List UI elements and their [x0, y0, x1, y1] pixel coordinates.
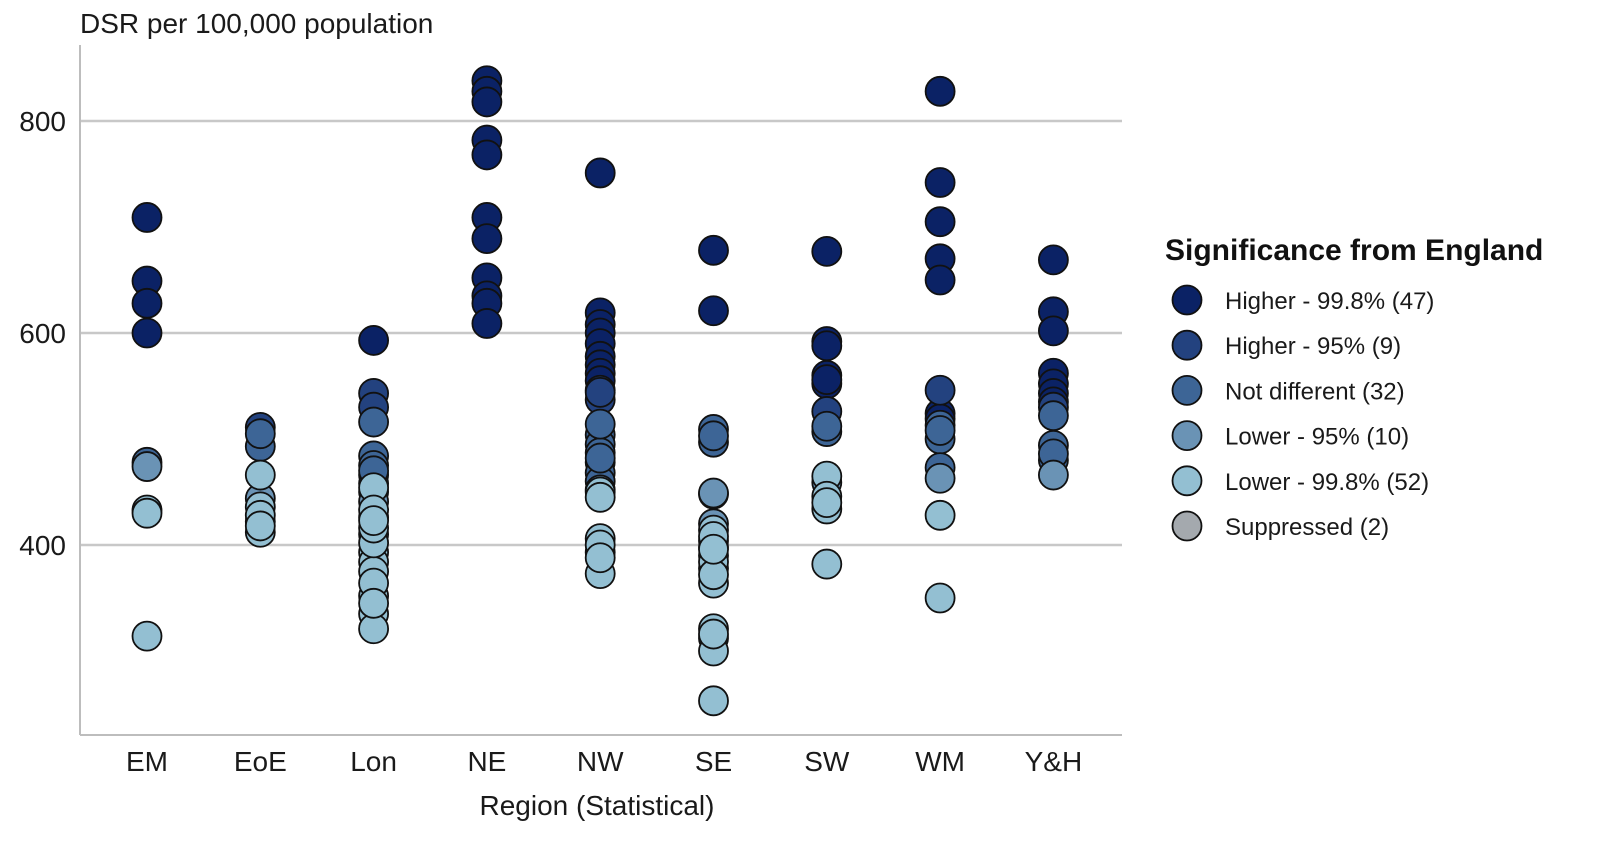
- x-tick-label: SW: [804, 746, 850, 777]
- legend-items: Higher - 99.8% (47) Higher - 95% (9) Not d…: [1171, 284, 1434, 542]
- data-point: [131, 620, 163, 652]
- x-axis-title: Region (Statistical): [480, 790, 715, 821]
- legend-label: Lower - 95% (10): [1225, 424, 1409, 451]
- data-point: [358, 587, 390, 619]
- legend-label: Higher - 99.8% (47): [1225, 288, 1434, 315]
- data-point: [131, 202, 163, 233]
- data-point: [471, 223, 503, 255]
- data-point: [358, 325, 390, 356]
- data-point: [131, 497, 163, 529]
- legend-key: [1171, 510, 1203, 542]
- x-tick-label: NE: [467, 746, 506, 777]
- data-points: [131, 65, 1069, 717]
- legend-label: Not different (32): [1225, 378, 1405, 405]
- data-point: [811, 364, 843, 396]
- data-point: [131, 317, 163, 349]
- data-point: [811, 487, 843, 519]
- data-point: [471, 308, 503, 339]
- x-tick-label: Lon: [350, 746, 397, 777]
- legend-label: Higher - 95% (9): [1225, 333, 1401, 360]
- data-point: [131, 451, 163, 482]
- data-point: [698, 533, 729, 565]
- legend-key: [1171, 284, 1203, 316]
- data-point: [698, 685, 729, 717]
- data-point: [924, 462, 956, 494]
- y-axis-title: DSR per 100,000 population: [80, 8, 433, 39]
- legend-key: [1171, 329, 1203, 361]
- x-tick-label: WM: [915, 746, 965, 777]
- data-point: [924, 415, 956, 446]
- data-point: [924, 582, 956, 614]
- data-point: [698, 477, 729, 509]
- data-point: [584, 157, 616, 189]
- x-tick-label: EoE: [234, 746, 287, 777]
- x-tick-label: SE: [695, 746, 732, 777]
- data-point: [698, 295, 729, 327]
- data-point: [1038, 459, 1069, 491]
- data-point: [1038, 244, 1069, 276]
- data-point: [584, 408, 616, 440]
- legend-key: [1171, 420, 1203, 452]
- data-point: [358, 505, 390, 537]
- data-point: [698, 618, 729, 650]
- data-point: [924, 499, 956, 531]
- data-point: [1038, 400, 1069, 432]
- data-point: [811, 410, 843, 442]
- data-point: [244, 510, 276, 542]
- legend-title: Significance from England: [1165, 234, 1543, 267]
- legend: Significance from England Higher - 99.8%…: [1165, 234, 1543, 542]
- data-point: [811, 235, 843, 267]
- data-point: [244, 418, 276, 450]
- x-tick-label: EM: [126, 746, 168, 777]
- data-point: [244, 459, 276, 491]
- legend-label: Suppressed (2): [1225, 514, 1389, 541]
- data-point: [924, 75, 956, 107]
- data-point: [924, 167, 956, 198]
- data-point: [584, 376, 616, 408]
- y-tick-label: 800: [19, 106, 66, 137]
- data-point: [584, 442, 616, 474]
- x-tick-label: NW: [577, 746, 624, 777]
- x-tick-label: Y&H: [1025, 746, 1083, 777]
- data-point: [698, 234, 729, 266]
- data-point: [1038, 315, 1069, 347]
- data-point: [698, 420, 729, 452]
- data-point: [924, 264, 956, 296]
- data-point: [811, 330, 843, 362]
- data-point: [471, 86, 503, 118]
- legend-key: [1171, 374, 1203, 406]
- data-point: [358, 406, 390, 438]
- data-point: [584, 481, 616, 513]
- data-point: [924, 206, 956, 238]
- y-tick-label: 400: [19, 530, 66, 561]
- data-point: [471, 139, 503, 171]
- data-point: [584, 542, 616, 574]
- y-tick-label: 600: [19, 318, 66, 349]
- axes: [79, 45, 1122, 736]
- tick-labels: 400 600 800 EM EoE Lon NE NW SE SW WM Y&H: [19, 106, 1082, 777]
- data-point: [811, 548, 843, 580]
- legend-label: Lower - 99.8% (52): [1225, 469, 1429, 496]
- data-point: [924, 374, 956, 406]
- data-point: [131, 287, 163, 319]
- legend-key: [1171, 465, 1203, 497]
